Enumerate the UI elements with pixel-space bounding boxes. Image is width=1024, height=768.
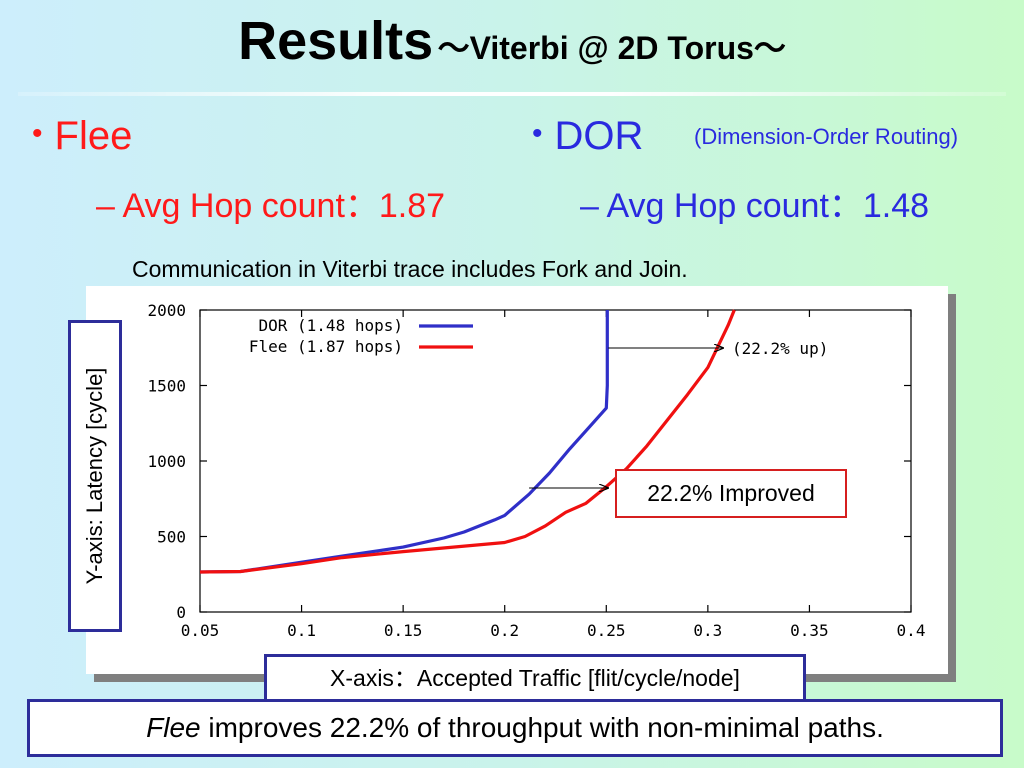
x-tick-label: 0.1 bbox=[287, 621, 316, 640]
title-sub: ～Viterbi @ 2D Torus～ bbox=[437, 30, 786, 66]
conclusion-text: improves 22.2% of throughput with non-mi… bbox=[200, 712, 884, 743]
y-axis-label: Y-axis: Latency [cycle] bbox=[82, 367, 107, 585]
chart-axes: 0.05 0.1 0.15 0.2 0.25 0.3 0.35 0.4 0 500 1000 1500… bbox=[147, 301, 925, 640]
x-tick-label: 0.15 bbox=[384, 621, 423, 640]
bullet-flee-label: Flee bbox=[54, 114, 133, 158]
y-tick-label: 1000 bbox=[147, 452, 186, 471]
slide-title: Results ～Viterbi @ 2D Torus～ bbox=[0, 10, 1024, 72]
conclusion-italic: Flee bbox=[146, 712, 201, 743]
bullet-dot: • bbox=[32, 117, 43, 150]
x-tick-label: 0.4 bbox=[897, 621, 926, 640]
x-tick-label: 0.25 bbox=[587, 621, 626, 640]
improved-callout: 22.2% Improved bbox=[615, 469, 847, 518]
latency-chart: 0.05 0.1 0.15 0.2 0.25 0.3 0.35 0.4 0 500 1000 1500… bbox=[147, 301, 925, 640]
y-tick-label: 1500 bbox=[147, 377, 186, 396]
x-axis-label-box: X-axis：Accepted Traffic [flit/cycle/node… bbox=[264, 654, 806, 702]
legend-label: Flee (1.87 hops) bbox=[249, 337, 403, 356]
y-tick-label: 0 bbox=[176, 603, 186, 622]
y-axis-label-box: Y-axis: Latency [cycle] bbox=[68, 320, 122, 632]
title-rule bbox=[18, 92, 1006, 96]
title-main: Results bbox=[238, 11, 434, 71]
bullet-dor-label: DOR bbox=[554, 114, 644, 158]
chart-legend: DOR (1.48 hops) Flee (1.87 hops) bbox=[249, 316, 473, 356]
bullet-dot: • bbox=[532, 117, 543, 150]
bullet-dor: • DOR bbox=[532, 114, 643, 159]
dor-note: (Dimension-Order Routing) bbox=[694, 124, 959, 149]
y-tick-label: 500 bbox=[157, 528, 186, 547]
conclusion-box: Flee improves 22.2% of throughput with n… bbox=[27, 699, 1003, 757]
x-tick-label: 0.2 bbox=[490, 621, 519, 640]
dor-hop-count: – Avg Hop count：1.48 bbox=[580, 187, 930, 225]
chart-series bbox=[199, 309, 736, 574]
chart-annotations: (22.2% up) bbox=[529, 339, 828, 488]
legend-label: DOR (1.48 hops) bbox=[259, 316, 404, 335]
x-axis-label: X-axis：Accepted Traffic [flit/cycle/node… bbox=[330, 665, 740, 691]
series-line-flee bbox=[199, 309, 736, 574]
flee-hop-count: – Avg Hop count：1.87 bbox=[96, 187, 446, 225]
x-tick-label: 0.35 bbox=[790, 621, 829, 640]
annotation-label: (22.2% up) bbox=[732, 339, 828, 358]
x-tick-label: 0.3 bbox=[693, 621, 722, 640]
bullet-flee: • Flee bbox=[32, 114, 132, 159]
improved-label: 22.2% Improved bbox=[647, 480, 815, 506]
y-tick-label: 2000 bbox=[147, 301, 186, 320]
chart-caption: Communication in Viterbi trace includes … bbox=[132, 256, 688, 282]
x-tick-label: 0.05 bbox=[181, 621, 220, 640]
